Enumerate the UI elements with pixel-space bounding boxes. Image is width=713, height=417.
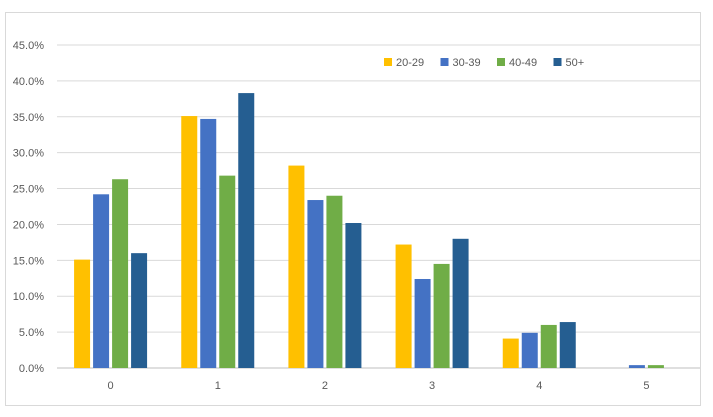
bar-20-29-2 [288, 165, 305, 368]
legend-label: 30-39 [453, 57, 481, 69]
bar-30-39-1 [200, 118, 217, 368]
legend: 20-29 30-39 40-49 50+ [384, 57, 584, 69]
legend-swatch-30-39 [440, 58, 449, 66]
bar-20-29-0 [74, 259, 91, 368]
bar-20-29-1 [181, 116, 198, 368]
bar-20-29-3 [395, 244, 412, 368]
bar-40-49-2 [326, 195, 343, 368]
bar-30-39-4 [521, 332, 538, 368]
bars [74, 93, 664, 368]
gridlines [57, 44, 700, 369]
bar-40-49-5 [647, 365, 664, 368]
legend-label: 40-49 [509, 57, 537, 69]
x-tick-label: 4 [536, 380, 542, 392]
x-tick-label: 5 [643, 380, 649, 392]
bar-30-39-0 [93, 194, 110, 368]
legend-swatch-20-29 [384, 58, 392, 66]
axes: 0.0%5.0%10.0%15.0%20.0%25.0%30.0%35.0%40… [13, 40, 650, 392]
bar-30-39-2 [307, 200, 324, 368]
legend-label: 50+ [566, 57, 585, 69]
legend-label: 20-29 [396, 57, 424, 69]
y-tick-label: 45.0% [13, 40, 44, 52]
bar-40-49-4 [540, 324, 557, 368]
y-tick-label: 30.0% [13, 148, 44, 160]
x-tick-label: 1 [215, 380, 221, 392]
legend-swatch-50+ [553, 58, 562, 66]
x-tick-label: 0 [108, 380, 114, 392]
y-tick-label: 5.0% [19, 327, 44, 339]
bar-40-49-0 [112, 179, 129, 368]
bar-30-39-5 [628, 365, 645, 368]
bar-50+-1 [238, 93, 255, 368]
bar-50+-3 [452, 238, 469, 368]
bar-40-49-3 [433, 263, 450, 368]
y-tick-label: 40.0% [13, 76, 44, 88]
bar-50+-0 [131, 253, 148, 368]
x-tick-label: 3 [429, 380, 435, 392]
y-tick-label: 25.0% [13, 184, 44, 196]
y-tick-label: 10.0% [13, 291, 44, 303]
bar-30-39-3 [414, 278, 431, 368]
bar-50+-4 [559, 322, 576, 368]
y-tick-label: 20.0% [13, 219, 44, 231]
bar-40-49-1 [219, 175, 236, 368]
y-tick-label: 15.0% [13, 255, 44, 267]
bar-20-29-4 [502, 338, 519, 368]
bar-50+-2 [345, 223, 362, 368]
y-tick-label: 0.0% [19, 363, 44, 375]
legend-swatch-40-49 [497, 58, 505, 66]
y-tick-label: 35.0% [13, 112, 44, 124]
x-tick-label: 2 [322, 380, 328, 392]
